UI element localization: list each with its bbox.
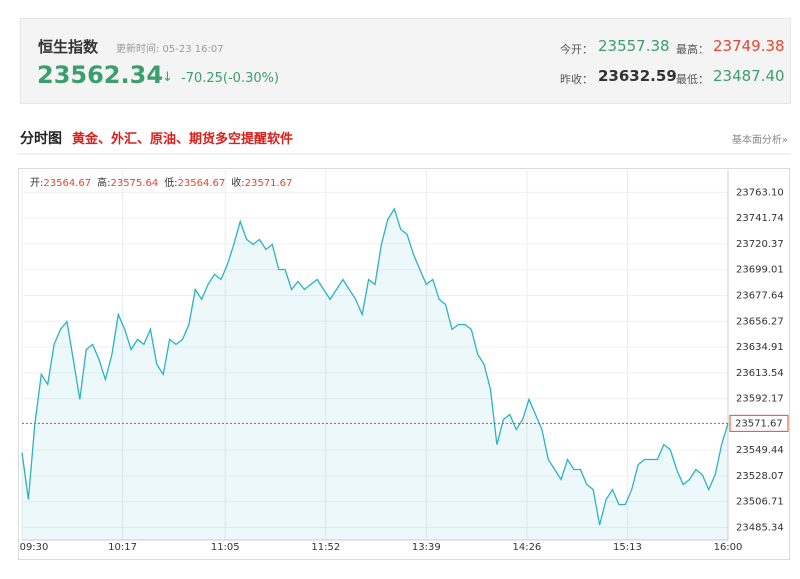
y-tick-label: 23699.01 — [736, 265, 784, 276]
x-tick-label: 15:13 — [613, 542, 642, 553]
index-title: 恒生指数 — [38, 38, 99, 56]
ohlc-label: 低: — [164, 176, 177, 189]
y-tick-label: 23528.07 — [736, 471, 784, 482]
y-tick-label: 23677.64 — [736, 290, 784, 301]
ohlc-value: 23564.67 — [43, 178, 91, 189]
price-line — [21, 207, 729, 526]
last-price-label: 23571.67 — [735, 418, 783, 429]
area — [22, 208, 728, 540]
stat-value: 23632.59 — [598, 67, 677, 85]
y-tick-label: 23613.54 — [736, 368, 784, 379]
ohlc-label: 开: — [30, 178, 43, 189]
stat-value: 23557.38 — [598, 37, 670, 55]
y-tick-label: 23634.91 — [736, 342, 784, 353]
x-tick-label: 16:00 — [714, 542, 743, 553]
change: -70.25(-0.30%) — [181, 71, 280, 86]
x-tick-label: 09:30 — [20, 542, 49, 553]
y-tick-label: 23720.37 — [736, 239, 784, 250]
x-tick-label: 11:05 — [211, 542, 240, 553]
stat-value: 23749.38 — [713, 37, 785, 55]
y-tick-label: 23656.27 — [736, 316, 784, 327]
ohlc-value: 23564.67 — [178, 178, 226, 189]
last-price-box — [729, 414, 789, 432]
price: 23562.34 — [37, 61, 164, 89]
x-tick-label: 10:17 — [108, 542, 137, 553]
y-tick-label: 23741.74 — [736, 213, 784, 224]
stat-label: 今开： — [560, 43, 593, 56]
y-tick-label: 23485.34 — [736, 523, 784, 534]
x-tick-label: 11:52 — [311, 542, 340, 553]
stat-label: 最高： — [676, 43, 709, 56]
stat-label: 昨收： — [560, 73, 593, 86]
stat-label: 最低： — [676, 73, 709, 86]
ohlc-value: 23571.67 — [245, 178, 293, 189]
ohlc-label: 收: — [231, 176, 244, 189]
ohlc-value: 23575.64 — [110, 178, 158, 189]
y-tick-label: 23549.44 — [736, 445, 784, 456]
section-title: 分时图 — [20, 131, 62, 147]
analysis-link[interactable]: 基本面分析» — [731, 135, 788, 146]
x-tick-label: 13:39 — [412, 542, 441, 553]
quote-panel — [20, 18, 791, 104]
chart-frame — [18, 168, 790, 560]
ohlc-label: 高: — [97, 176, 110, 189]
change-arrow: ↓ — [162, 70, 173, 85]
update-time: 更新时间: 05-23 16:07 — [116, 44, 224, 55]
promo-link[interactable]: 黄金、外汇、原油、期货多空提醒软件 — [72, 132, 294, 147]
stat-value: 23487.40 — [713, 67, 785, 85]
y-tick-label: 23592.17 — [736, 394, 784, 405]
x-tick-label: 14:26 — [512, 542, 541, 553]
y-tick-label: 23506.71 — [736, 497, 784, 508]
ohlc-info: 开:23564.67 高:23575.64 低:23564.67 收:23571.67 — [30, 176, 292, 189]
y-tick-label: 23763.10 — [736, 187, 784, 198]
